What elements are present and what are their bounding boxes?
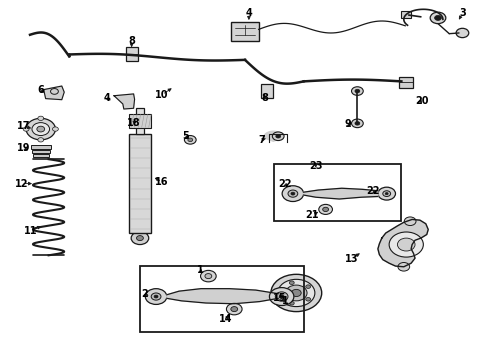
Circle shape [383, 191, 391, 197]
Polygon shape [114, 94, 135, 109]
Bar [140, 266, 304, 332]
Circle shape [288, 190, 298, 197]
Text: 19: 19 [18, 143, 31, 153]
Text: 20: 20 [415, 96, 429, 106]
Circle shape [154, 295, 158, 298]
Circle shape [286, 285, 307, 301]
Polygon shape [44, 86, 64, 100]
Circle shape [32, 123, 49, 135]
Text: 13: 13 [345, 254, 358, 264]
Circle shape [26, 118, 55, 140]
Bar [129, 114, 151, 128]
Text: 12: 12 [15, 179, 28, 189]
Text: 1: 1 [282, 296, 289, 306]
Circle shape [319, 204, 332, 215]
Text: 3: 3 [459, 8, 466, 18]
Circle shape [282, 186, 304, 202]
Polygon shape [167, 289, 278, 304]
Circle shape [270, 288, 294, 306]
Circle shape [276, 134, 281, 138]
Circle shape [404, 217, 416, 226]
Circle shape [351, 87, 363, 95]
Circle shape [38, 116, 44, 121]
Circle shape [23, 127, 29, 131]
Polygon shape [378, 220, 428, 267]
Bar [231, 22, 259, 41]
Text: 4: 4 [245, 8, 252, 18]
Circle shape [231, 307, 238, 312]
Circle shape [271, 274, 322, 312]
Circle shape [52, 127, 58, 131]
Bar [399, 77, 413, 88]
Text: 5: 5 [182, 131, 189, 141]
Circle shape [184, 135, 196, 144]
Text: 11: 11 [24, 226, 38, 236]
Circle shape [430, 12, 446, 24]
Circle shape [275, 292, 288, 301]
Circle shape [289, 301, 294, 305]
Circle shape [456, 28, 469, 38]
Circle shape [398, 262, 410, 271]
Circle shape [435, 15, 441, 21]
Circle shape [291, 192, 295, 195]
Text: 1: 1 [196, 265, 203, 275]
Text: 10: 10 [155, 90, 169, 100]
Text: 7: 7 [259, 135, 266, 145]
Circle shape [200, 270, 216, 282]
Circle shape [278, 279, 315, 307]
Bar [261, 84, 273, 98]
Bar [126, 46, 138, 61]
Text: 22: 22 [366, 186, 380, 197]
Bar [31, 145, 50, 149]
Circle shape [351, 119, 363, 128]
Bar [401, 12, 411, 18]
Circle shape [355, 122, 360, 125]
Text: 18: 18 [127, 118, 141, 128]
Text: 8: 8 [261, 93, 268, 103]
Circle shape [323, 207, 329, 212]
Text: 22: 22 [278, 179, 292, 189]
Bar [129, 134, 151, 233]
Circle shape [205, 274, 212, 279]
Circle shape [137, 235, 144, 240]
Circle shape [397, 238, 415, 251]
Text: 17: 17 [18, 121, 31, 131]
Text: 8: 8 [128, 36, 135, 46]
Circle shape [355, 89, 360, 93]
Circle shape [38, 138, 44, 142]
Text: 14: 14 [219, 314, 232, 324]
Text: 4: 4 [104, 93, 111, 103]
Circle shape [389, 232, 423, 257]
Circle shape [50, 89, 58, 94]
Text: 23: 23 [309, 161, 322, 171]
Bar [33, 154, 49, 157]
Polygon shape [304, 188, 378, 199]
Text: 2: 2 [142, 289, 148, 299]
Polygon shape [264, 131, 283, 141]
Circle shape [226, 303, 242, 315]
Bar [274, 164, 401, 221]
Text: 15: 15 [273, 293, 287, 303]
Circle shape [292, 289, 301, 297]
Circle shape [306, 285, 311, 288]
Bar [136, 108, 144, 134]
Circle shape [385, 193, 388, 195]
Circle shape [146, 289, 167, 305]
Text: 16: 16 [155, 177, 169, 187]
Text: 21: 21 [306, 210, 319, 220]
Circle shape [279, 291, 284, 295]
Circle shape [131, 231, 149, 244]
Text: 6: 6 [37, 85, 44, 95]
Circle shape [272, 132, 284, 140]
Bar [32, 149, 49, 153]
Circle shape [151, 293, 161, 300]
Circle shape [378, 187, 395, 200]
Circle shape [279, 295, 284, 298]
Circle shape [188, 138, 193, 141]
Circle shape [289, 281, 294, 284]
Circle shape [306, 297, 311, 301]
Circle shape [37, 126, 45, 132]
Text: 9: 9 [344, 120, 351, 129]
